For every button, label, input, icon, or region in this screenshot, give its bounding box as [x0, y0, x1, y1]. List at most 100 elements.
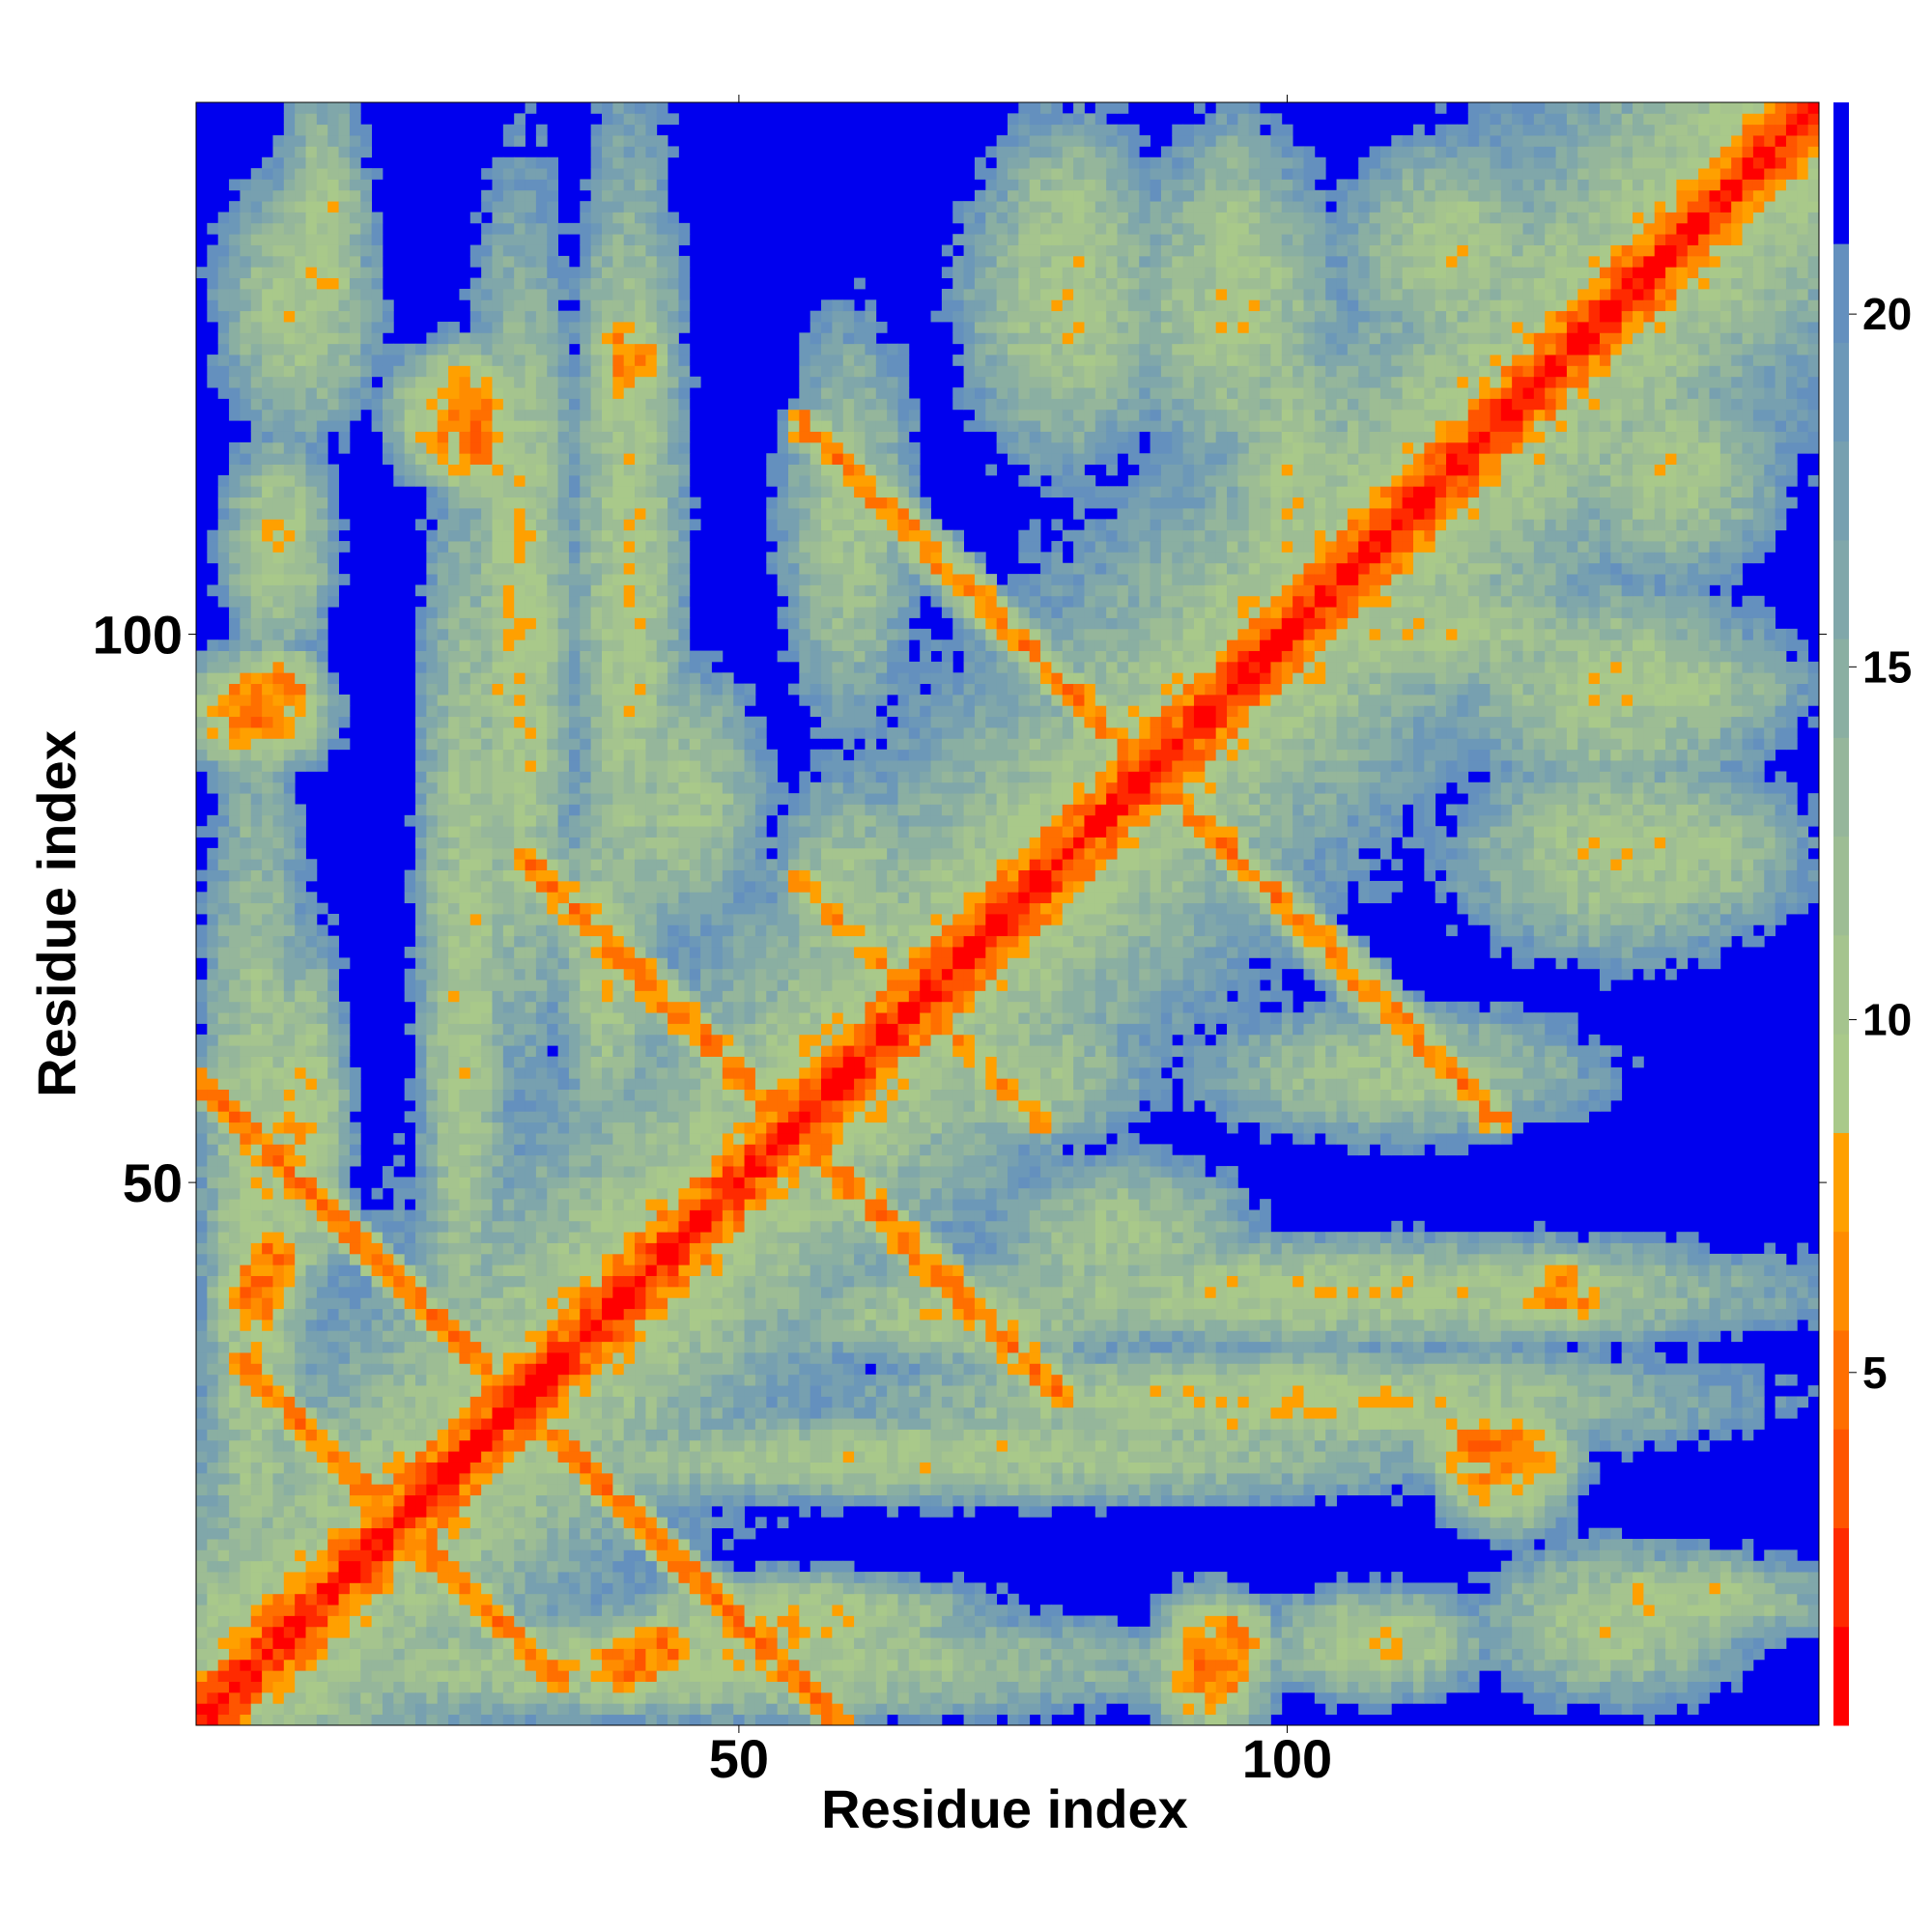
heatmap-cell — [602, 914, 613, 925]
heatmap-cell — [207, 1199, 219, 1210]
heatmap-cell — [590, 1352, 603, 1364]
heatmap-cell — [590, 1637, 603, 1649]
heatmap-cell — [481, 924, 493, 937]
heatmap-cell — [305, 508, 318, 520]
heatmap-cell — [240, 760, 252, 772]
heatmap-cell — [393, 1593, 406, 1605]
heatmap-cell — [602, 1605, 613, 1616]
heatmap-cell — [316, 486, 328, 498]
heatmap-cell — [393, 1703, 406, 1716]
heatmap-cell — [240, 1001, 252, 1013]
heatmap-cell — [568, 1297, 581, 1310]
heatmap-cell — [514, 705, 526, 718]
heatmap-cell — [349, 376, 361, 388]
heatmap-cell — [492, 1517, 504, 1529]
heatmap-cell — [305, 497, 318, 509]
heatmap-cell — [481, 529, 493, 542]
heatmap-cell — [481, 332, 493, 345]
heatmap-cell — [437, 562, 449, 575]
heatmap-cell — [557, 683, 570, 696]
heatmap-cell — [262, 1220, 273, 1233]
heatmap-cell — [262, 1264, 273, 1276]
heatmap-cell — [623, 924, 636, 937]
heatmap-cell — [469, 1187, 482, 1200]
heatmap-cell — [568, 1199, 581, 1210]
heatmap-cell — [272, 1703, 285, 1716]
heatmap-cell — [196, 1154, 208, 1167]
heatmap-cell — [602, 574, 613, 585]
heatmap-cell — [349, 387, 361, 399]
heatmap-cell — [415, 1703, 427, 1716]
heatmap-cell — [415, 892, 427, 904]
heatmap-cell — [283, 453, 296, 465]
heatmap-cell — [623, 1406, 636, 1419]
heatmap-cell — [557, 1199, 570, 1210]
heatmap-cell — [283, 892, 296, 904]
heatmap-cell — [437, 1166, 449, 1178]
heatmap-cell — [316, 595, 328, 608]
heatmap-cell — [250, 365, 263, 378]
heatmap-cell — [568, 1396, 581, 1408]
heatmap-cell — [481, 1462, 493, 1474]
heatmap-cell — [371, 322, 384, 333]
heatmap-cell — [229, 1560, 241, 1573]
heatmap-cell — [437, 902, 449, 915]
heatmap-cell — [229, 1406, 241, 1419]
heatmap-cell — [316, 1714, 328, 1726]
heatmap-cell — [316, 1406, 328, 1419]
heatmap-cell — [272, 957, 285, 970]
heatmap-cell — [283, 607, 296, 618]
heatmap-cell — [557, 529, 570, 542]
heatmap-cell — [338, 355, 351, 366]
heatmap-cell — [426, 1099, 439, 1112]
heatmap-cell — [272, 1264, 285, 1276]
heatmap-cell — [481, 1615, 493, 1628]
heatmap-cell — [437, 441, 449, 454]
heatmap-cell — [393, 1648, 406, 1661]
heatmap-cell — [459, 1418, 471, 1430]
heatmap-cell — [580, 738, 592, 751]
heatmap-cell — [393, 1286, 406, 1298]
heatmap-cell — [240, 1166, 252, 1178]
heatmap-cell — [492, 869, 504, 882]
heatmap-cell — [547, 234, 558, 245]
heatmap-cell — [502, 1275, 515, 1288]
heatmap-cell — [469, 1341, 482, 1353]
heatmap-cell — [262, 1133, 273, 1145]
heatmap-cell — [217, 980, 230, 991]
heatmap-cell — [426, 639, 439, 651]
heatmap-cell — [535, 738, 548, 751]
heatmap-cell — [568, 441, 581, 454]
heatmap-cell — [262, 639, 273, 651]
heatmap-cell — [525, 1209, 537, 1222]
heatmap-cell — [272, 497, 285, 509]
heatmap-cell — [283, 749, 296, 761]
heatmap-cell — [568, 1352, 581, 1364]
heatmap-cell — [250, 474, 263, 487]
heatmap-cell — [481, 1605, 493, 1616]
heatmap-cell — [469, 1045, 482, 1057]
heatmap-cell — [283, 189, 296, 202]
heatmap-cell — [602, 1133, 613, 1145]
heatmap-cell — [305, 1320, 318, 1331]
heatmap-cell — [382, 1670, 394, 1682]
heatmap-cell — [327, 1253, 339, 1265]
heatmap-cell — [602, 124, 613, 136]
heatmap-cell — [535, 1045, 548, 1057]
heatmap-cell — [602, 288, 613, 300]
heatmap-cell — [349, 124, 361, 136]
heatmap-cell — [502, 398, 515, 411]
heatmap-cell — [437, 607, 449, 618]
heatmap-cell — [590, 1253, 603, 1265]
heatmap-cell — [250, 1472, 263, 1485]
heatmap-cell — [602, 650, 613, 663]
heatmap-cell — [229, 332, 241, 345]
heatmap-cell — [217, 1517, 230, 1529]
heatmap-cell — [547, 1099, 558, 1112]
heatmap-cell — [295, 947, 306, 958]
heatmap-cell — [514, 749, 526, 761]
heatmap-cell — [250, 1429, 263, 1441]
heatmap-cell — [305, 146, 318, 158]
heatmap-cell — [590, 705, 603, 718]
heatmap-cell — [327, 574, 339, 585]
